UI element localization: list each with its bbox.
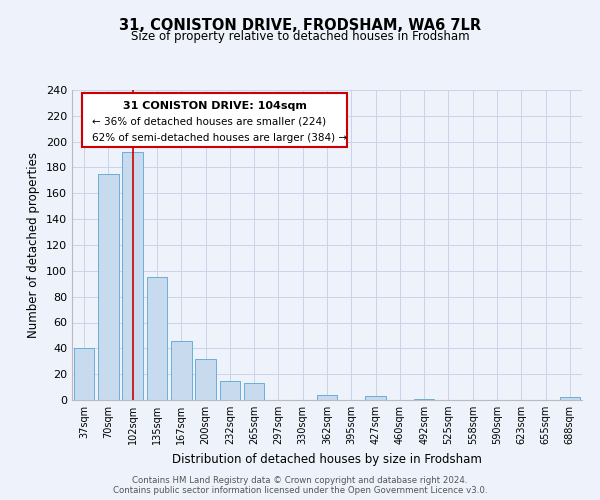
Bar xyxy=(414,398,434,400)
Bar xyxy=(74,348,94,400)
X-axis label: Distribution of detached houses by size in Frodsham: Distribution of detached houses by size … xyxy=(172,452,482,466)
Bar xyxy=(365,396,386,400)
Bar xyxy=(195,358,216,400)
Text: Contains HM Land Registry data © Crown copyright and database right 2024.: Contains HM Land Registry data © Crown c… xyxy=(132,476,468,485)
FancyBboxPatch shape xyxy=(82,93,347,148)
Text: 31, CONISTON DRIVE, FRODSHAM, WA6 7LR: 31, CONISTON DRIVE, FRODSHAM, WA6 7LR xyxy=(119,18,481,32)
Text: Contains public sector information licensed under the Open Government Licence v3: Contains public sector information licen… xyxy=(113,486,487,495)
Bar xyxy=(171,340,191,400)
Bar xyxy=(122,152,143,400)
Bar xyxy=(220,380,240,400)
Y-axis label: Number of detached properties: Number of detached properties xyxy=(28,152,40,338)
Bar xyxy=(317,395,337,400)
Bar xyxy=(244,383,265,400)
Text: Size of property relative to detached houses in Frodsham: Size of property relative to detached ho… xyxy=(131,30,469,43)
Text: 62% of semi-detached houses are larger (384) →: 62% of semi-detached houses are larger (… xyxy=(92,134,347,143)
Bar xyxy=(560,398,580,400)
Bar xyxy=(98,174,119,400)
Bar xyxy=(146,278,167,400)
Text: 31 CONISTON DRIVE: 104sqm: 31 CONISTON DRIVE: 104sqm xyxy=(123,101,307,111)
Text: ← 36% of detached houses are smaller (224): ← 36% of detached houses are smaller (22… xyxy=(92,116,326,126)
